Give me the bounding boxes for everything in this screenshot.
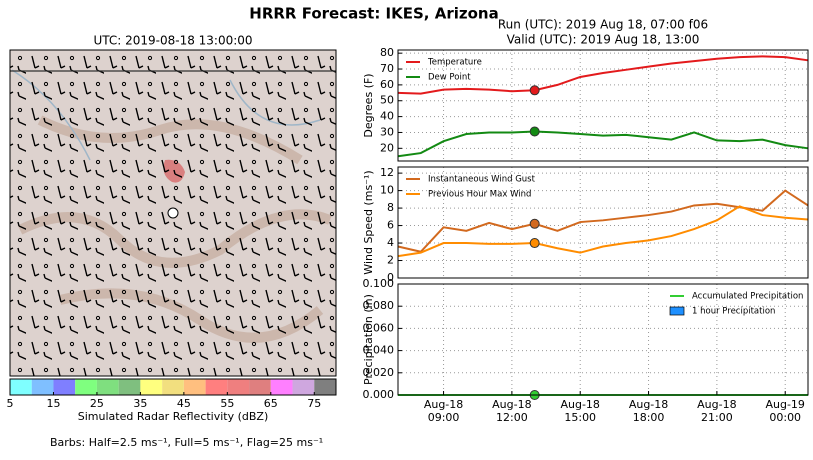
y-tick-label: 20: [380, 141, 394, 154]
x-tick-label: Aug-18: [697, 398, 736, 411]
colorbar-tick-label: 45: [177, 397, 191, 410]
chart-title: Valid (UTC): 2019 Aug 18, 13:00: [507, 33, 700, 47]
y-axis-label: Wind Speed (ms⁻¹): [362, 170, 375, 274]
y-axis-label: Degrees (F): [362, 73, 375, 137]
colorbar-bin: [75, 379, 97, 395]
x-tick-label: Aug-18: [560, 398, 599, 411]
colorbar-tick-label: 15: [46, 397, 60, 410]
colorbar-label: Simulated Radar Reflectivity (dBZ): [78, 410, 269, 423]
y-tick-label: 4: [387, 236, 394, 249]
x-tick-label: 21:00: [701, 411, 733, 424]
x-tick-label: 09:00: [428, 411, 460, 424]
y-tick-label: 0: [387, 271, 394, 284]
map-frame: [9, 49, 337, 377]
panel: 0 2 4 6 8 10 12 Wind Speed (ms⁻¹) Instantaneous …: [362, 166, 809, 284]
colorbar-bin: [118, 379, 141, 395]
chart-title: Run (UTC): 2019 Aug 18, 07:00 f06: [498, 18, 708, 32]
colorbar-tick-label: 75: [307, 397, 321, 410]
map: [9, 49, 337, 377]
series-line: [397, 130, 809, 158]
y-tick-label: 12: [380, 166, 394, 179]
colorbar-bin: [162, 379, 184, 395]
x-tick-label: Aug-18: [492, 398, 531, 411]
station-marker: [167, 207, 179, 219]
x-tick-label: 00:00: [769, 411, 801, 424]
barb-note: Barbs: Half=2.5 ms⁻¹, Full=5 ms⁻¹, Flag=…: [50, 436, 323, 449]
map-title: UTC: 2019-08-18 13:00:00: [93, 34, 252, 48]
legend-label: Accumulated Precipitation: [692, 292, 803, 302]
colorbar-bin: [227, 379, 250, 395]
y-tick-label: 0.080: [363, 299, 395, 312]
legend-label: Previous Hour Max Wind: [428, 190, 531, 200]
colorbar-bin: [31, 379, 54, 395]
y-tick-label: 80: [380, 46, 394, 59]
y-tick-label: 30: [380, 125, 394, 138]
y-tick-label: 0.020: [363, 366, 395, 379]
legend-label: 1 hour Precipitation: [692, 307, 775, 317]
panel: 0.000 0.020 0.040 0.060 0.080 0.100 Precipitat…: [362, 277, 809, 424]
x-tick-label: 18:00: [633, 411, 665, 424]
y-tick-label: 8: [387, 201, 394, 214]
colorbar-bin: [140, 379, 163, 395]
y-tick-label: 10: [380, 184, 394, 197]
axes-frame: [397, 166, 809, 279]
colorbar-tick-label: 25: [90, 397, 104, 410]
y-axis-label: Precipitation (in): [362, 294, 375, 385]
valid-time-marker: [529, 238, 540, 249]
y-tick-label: 0.060: [363, 321, 395, 334]
colorbar-frame: [9, 378, 337, 396]
legend-label: Instantaneous Wind Gust: [428, 175, 536, 185]
y-tick-label: 60: [380, 78, 394, 91]
y-tick-label: 0.000: [363, 388, 395, 401]
colorbar-bin: [314, 379, 336, 395]
y-tick-label: 50: [380, 94, 394, 107]
y-tick-label: 70: [380, 62, 394, 75]
axes-frame: [397, 283, 809, 396]
colorbar-bin: [270, 379, 293, 395]
legend-label: Dew Point: [428, 73, 471, 83]
y-tick-label: 0.100: [363, 277, 395, 290]
figure-title: HRRR Forecast: IKES, Arizona: [249, 5, 498, 23]
panel: 20 30 40 50 60 70 80 Degrees (F) Temperature Dew …: [362, 18, 809, 162]
colorbar-tick-label: 35: [133, 397, 147, 410]
series-line: [397, 55, 809, 95]
x-tick-label: 15:00: [564, 411, 596, 424]
colorbar-tick-label: 5: [7, 397, 14, 410]
legend-swatch: [669, 306, 685, 316]
y-tick-label: 0.040: [363, 344, 395, 357]
x-tick-label: Aug-18: [424, 398, 463, 411]
colorbar-bin: [205, 379, 228, 395]
colorbar-bin: [183, 379, 206, 395]
y-tick-label: 2: [387, 254, 394, 267]
colorbar-bin: [53, 379, 76, 395]
legend-label: Temperature: [427, 58, 482, 68]
valid-time-marker: [529, 126, 540, 137]
x-tick-label: Aug-18: [629, 398, 668, 411]
colorbar-bin: [249, 379, 271, 395]
x-tick-label: Aug-19: [765, 398, 804, 411]
y-tick-label: 40: [380, 110, 394, 123]
colorbar-bin: [10, 379, 32, 395]
colorbar-tick-label: 55: [220, 397, 234, 410]
valid-time-marker: [529, 85, 540, 96]
axes-frame: [397, 49, 809, 162]
colorbar-bin: [96, 379, 119, 395]
colorbar-tick-label: 65: [264, 397, 278, 410]
y-tick-label: 6: [387, 219, 394, 232]
valid-time-marker: [529, 218, 540, 229]
x-tick-label: 12:00: [496, 411, 528, 424]
colorbar-bin: [292, 379, 315, 395]
series-line: [397, 205, 809, 258]
